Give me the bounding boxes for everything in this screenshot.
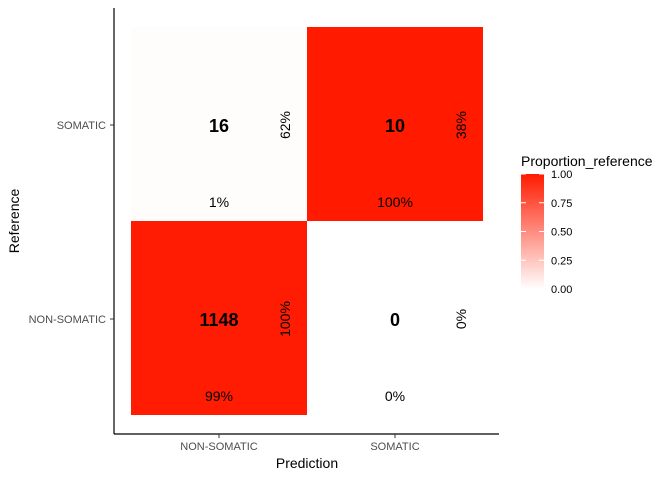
- heatmap-cell: [131, 27, 307, 221]
- cell-count-label: 1148: [199, 310, 238, 330]
- legend-tick-label: 1.00: [551, 169, 572, 181]
- cell-count-label: 0: [390, 310, 400, 330]
- legend-tick-label: 0.75: [551, 198, 572, 210]
- cell-row-pct-label: 38%: [453, 111, 469, 139]
- cell-labels: 16 1% 62% 10 100% 38% 1148 99% 100% 0 0% 0%: [199, 111, 469, 404]
- y-tick-label: NON-SOMATIC: [29, 314, 106, 326]
- cell-row-pct-label: 0%: [453, 309, 469, 329]
- legend-colorbar: [521, 174, 544, 289]
- cell-count-label: 16: [209, 116, 229, 136]
- y-axis-title: Reference: [6, 188, 22, 253]
- x-axis-title: Prediction: [276, 455, 338, 471]
- cell-count-label: 10: [385, 116, 405, 136]
- cell-col-pct-label: 99%: [205, 388, 233, 404]
- legend-tick-label: 0.50: [551, 227, 572, 239]
- legend-ticks: 1.00 0.75 0.50 0.25 0.00: [521, 169, 572, 296]
- y-tick-label: SOMATIC: [57, 120, 106, 132]
- heatmap-cells: [131, 27, 483, 415]
- cell-col-pct-label: 100%: [377, 194, 413, 210]
- legend-title: Proportion_reference: [521, 153, 653, 169]
- legend-tick-label: 0.25: [551, 255, 572, 267]
- legend: Proportion_reference 1.00 0.75 0.50 0.25 0.0…: [521, 153, 653, 296]
- heatmap-cell: [307, 221, 483, 415]
- x-tick-label: NON-SOMATIC: [180, 441, 257, 453]
- cell-col-pct-label: 0%: [385, 388, 405, 404]
- heatmap-cell: [307, 27, 483, 221]
- heatmap-cell: [131, 221, 307, 415]
- x-tick-label: SOMATIC: [370, 441, 419, 453]
- cell-row-pct-label: 100%: [277, 301, 293, 337]
- cell-row-pct-label: 62%: [277, 111, 293, 139]
- cell-col-pct-label: 1%: [209, 194, 229, 210]
- legend-tick-label: 0.00: [551, 284, 572, 296]
